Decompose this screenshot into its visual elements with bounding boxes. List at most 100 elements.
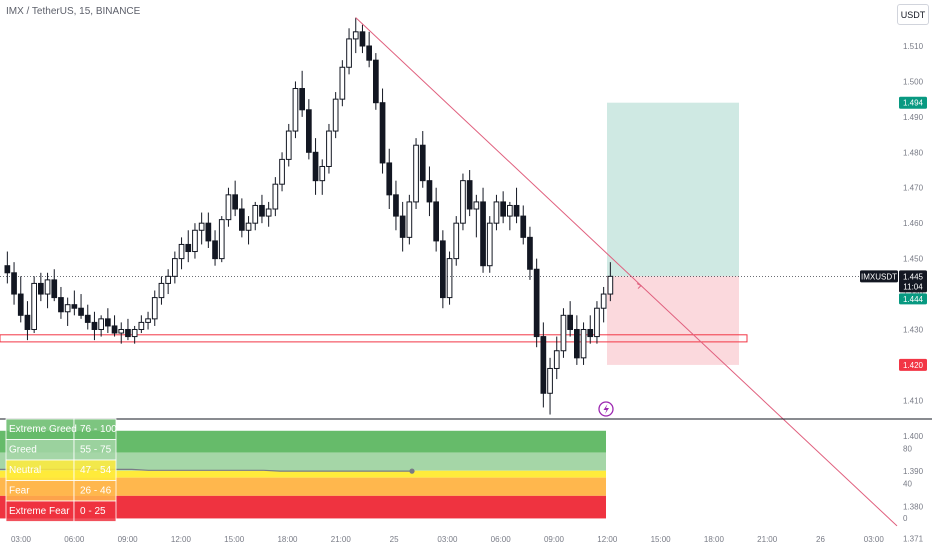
candle xyxy=(239,198,245,238)
price-tick-label: 1.500 xyxy=(903,77,924,86)
candle xyxy=(480,187,486,273)
price-axis[interactable]: 1.5101.5001.4901.4801.4701.4601.4501.440… xyxy=(903,42,924,544)
candle-body xyxy=(406,201,413,238)
candle xyxy=(105,308,111,334)
candle xyxy=(98,315,105,337)
countdown-text: 11:04 xyxy=(903,282,923,291)
candle xyxy=(493,194,500,231)
candle-body xyxy=(486,222,493,267)
price-tick-label: 1.450 xyxy=(903,255,924,264)
candle-body xyxy=(131,328,138,338)
candle xyxy=(486,216,493,273)
candle xyxy=(4,251,11,284)
price-tick-label: 1.480 xyxy=(903,148,924,157)
indicator-axis[interactable]: 0 40 80 xyxy=(903,445,912,523)
candle-body xyxy=(172,258,178,277)
trendline-arrow xyxy=(636,283,642,289)
bid-price-text: 1.444 xyxy=(903,295,924,304)
candle-body xyxy=(493,201,500,224)
indicator-tick-label: 80 xyxy=(903,445,912,454)
trendline[interactable] xyxy=(355,17,898,527)
stop-zone[interactable] xyxy=(607,276,739,365)
sentiment-indicator-pane: Extreme Greed 76 - 100 Greed 55 - 75 Neutral… xyxy=(0,418,606,522)
candle xyxy=(574,315,580,365)
candle-body xyxy=(232,194,239,210)
candle xyxy=(520,205,527,245)
legend-table-row: Extreme Fear 0 - 25 xyxy=(5,500,117,522)
time-tick-label: 09:00 xyxy=(544,535,565,544)
stop-price-tag xyxy=(899,358,927,371)
current-price-text: 1.445 xyxy=(903,272,924,281)
price-tick-label: 1.460 xyxy=(903,219,924,228)
candle xyxy=(500,191,506,224)
trendline-line[interactable] xyxy=(355,17,898,527)
candle xyxy=(111,315,118,337)
candle xyxy=(359,24,366,54)
candle-body xyxy=(185,243,192,253)
candle-body xyxy=(205,222,212,242)
symbol-title[interactable]: IMX / TetherUS, 15, BINANCE xyxy=(6,6,141,17)
main-price-pane xyxy=(0,17,898,527)
candle-body xyxy=(252,204,259,224)
candle-body xyxy=(145,318,151,323)
time-tick-label: 09:00 xyxy=(118,535,139,544)
candle-body xyxy=(319,165,326,182)
indicator-tick-label: 40 xyxy=(903,479,912,488)
candle-body xyxy=(125,328,131,338)
candle xyxy=(332,92,339,139)
target-price-tag xyxy=(899,96,927,109)
candle xyxy=(326,123,332,174)
candle-body xyxy=(285,130,292,160)
candle-body xyxy=(91,321,98,330)
candle xyxy=(245,216,252,245)
candle xyxy=(319,159,326,195)
candle-body xyxy=(373,59,379,104)
candle-body xyxy=(279,158,285,185)
candle-body xyxy=(64,304,71,313)
price-tick-label: 1.430 xyxy=(903,325,924,334)
candle xyxy=(131,325,138,344)
candle xyxy=(252,201,259,231)
candle xyxy=(84,304,91,330)
price-tick-label: 1.510 xyxy=(903,42,924,51)
legend-label-text: Extreme Fear xyxy=(9,506,70,517)
flash-icon[interactable] xyxy=(598,401,614,417)
bid-price-tag xyxy=(899,293,927,305)
time-axis[interactable]: 03:00 06:00 09:00 12:00 15:00 18:00 21:00 25 03:… xyxy=(11,535,884,544)
candle-body xyxy=(178,243,185,260)
currency-button[interactable]: USDT xyxy=(897,4,929,25)
candle xyxy=(292,81,299,139)
candle xyxy=(567,301,573,337)
symbol-tag-text: IMXUSDT xyxy=(861,272,897,281)
candle xyxy=(460,173,466,231)
candle xyxy=(540,322,547,408)
candle-body xyxy=(218,219,225,260)
candle-body xyxy=(245,222,252,231)
sentiment-band xyxy=(0,452,606,471)
candle-body xyxy=(158,282,165,299)
legend-table-row: Greed 55 - 75 xyxy=(5,439,117,461)
time-tick-label: 18:00 xyxy=(277,535,298,544)
candle xyxy=(31,276,37,334)
legend-range-text: 55 - 75 xyxy=(80,445,112,456)
price-tick-label: 1.371 xyxy=(903,535,924,544)
sentiment-current-point xyxy=(409,468,415,474)
candle xyxy=(272,177,279,217)
candle xyxy=(198,212,205,245)
candle-body xyxy=(38,282,44,295)
time-tick-label: 15:00 xyxy=(224,535,245,544)
candle xyxy=(58,286,64,319)
support-zone-rect[interactable] xyxy=(0,334,748,343)
candle-body xyxy=(560,314,567,352)
target-zone[interactable] xyxy=(607,102,739,277)
candle-body xyxy=(138,321,145,330)
candle-body xyxy=(339,66,346,100)
symbol-tag xyxy=(860,270,898,283)
candle xyxy=(118,322,125,344)
candle xyxy=(352,17,359,54)
sentiment-band xyxy=(0,430,606,453)
candle xyxy=(38,272,44,302)
candle xyxy=(44,272,51,309)
candle-body xyxy=(587,328,594,338)
